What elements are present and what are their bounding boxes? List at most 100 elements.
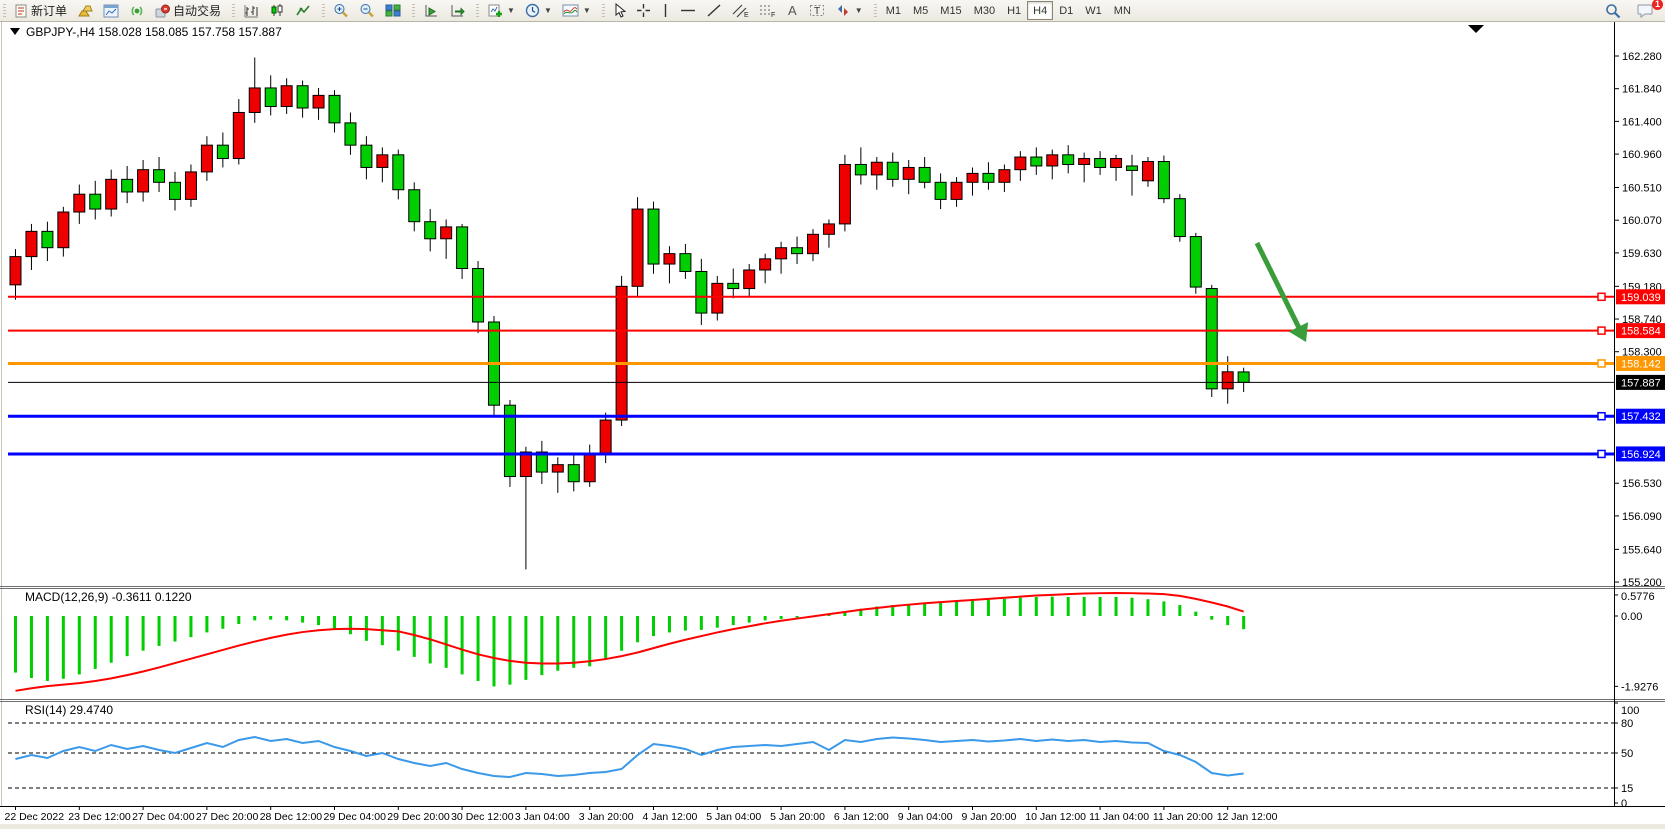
svg-text:158.740: 158.740	[1622, 314, 1662, 326]
time-axis[interactable]: 22 Dec 2022 23 Dec 12:00 27 Dec 04:00 27 De…	[5, 806, 1278, 823]
tile-windows-icon	[385, 4, 401, 17]
chart-window-icon	[103, 4, 119, 17]
chart-shift-button[interactable]	[444, 0, 470, 21]
cursor-icon	[615, 3, 626, 18]
new-chart-button[interactable]: ▼	[482, 0, 520, 21]
line-chart-button[interactable]	[290, 0, 316, 21]
svg-text:11 Jan 04:00: 11 Jan 04:00	[1089, 811, 1149, 823]
svg-text:T: T	[814, 6, 820, 17]
autotrading-button[interactable]: 自动交易	[150, 0, 226, 21]
svg-text:11 Jan 20:00: 11 Jan 20:00	[1153, 811, 1213, 823]
timeframe-h4[interactable]: H4	[1027, 1, 1054, 20]
fibonacci-tool-button[interactable]: F	[754, 0, 781, 21]
arrows-icon	[837, 5, 848, 16]
svg-text:15: 15	[1621, 783, 1633, 795]
symbol-dropdown-icon[interactable]	[10, 28, 20, 35]
svg-text:3 Jan 20:00: 3 Jan 20:00	[579, 811, 634, 823]
label-tool-button[interactable]: T	[804, 0, 830, 21]
crosshair-tool-button[interactable]	[631, 0, 656, 21]
svg-text:50: 50	[1621, 748, 1633, 760]
gold-bars-icon	[78, 5, 93, 16]
autotrading-label: 自动交易	[173, 4, 222, 18]
horizontal-lines[interactable]	[8, 292, 1614, 459]
chat-bubble-icon	[1637, 4, 1653, 18]
svg-text:159.630: 159.630	[1622, 248, 1662, 260]
timeframe-d1[interactable]: D1	[1059, 4, 1074, 17]
timeframe-m1[interactable]: M1	[885, 4, 901, 17]
channel-tool-button[interactable]: E	[727, 0, 754, 21]
zoom-out-icon	[360, 4, 374, 18]
hline-tool-button[interactable]	[675, 0, 701, 21]
search-button[interactable]	[1600, 0, 1626, 21]
svg-text:29 Dec 04:00: 29 Dec 04:00	[324, 811, 387, 823]
svg-text:156.530: 156.530	[1622, 478, 1662, 490]
timeframe-m30[interactable]: M30	[973, 4, 996, 17]
auto-scroll-icon	[425, 5, 438, 17]
bars-chart-button[interactable]	[238, 0, 264, 21]
macd-indicator[interactable]: 0.5776 0.00 -1.9276 MACD(12,26,9) -0.3611 0…	[14, 590, 1658, 693]
svg-text:160.070: 160.070	[1622, 215, 1662, 227]
svg-text:156.924: 156.924	[1621, 449, 1661, 461]
timeframe-w1[interactable]: W1	[1085, 4, 1102, 17]
svg-text:155.200: 155.200	[1622, 577, 1662, 589]
svg-text:80: 80	[1621, 718, 1633, 730]
svg-text:100: 100	[1621, 705, 1639, 717]
svg-text:162.280: 162.280	[1622, 51, 1662, 63]
svg-text:157.887: 157.887	[1621, 377, 1661, 389]
svg-text:158.142: 158.142	[1621, 358, 1661, 370]
svg-text:160.510: 160.510	[1622, 183, 1662, 195]
new-order-icon	[15, 4, 27, 17]
deposit-button[interactable]	[72, 0, 98, 21]
notification-badge: 1	[1652, 0, 1663, 10]
templates-caret: ▼	[582, 6, 591, 15]
svg-text:E: E	[744, 12, 749, 18]
arrows-caret: ▼	[854, 6, 863, 15]
arrows-tool-button[interactable]: ▼	[830, 0, 868, 21]
svg-text:10 Jan 12:00: 10 Jan 12:00	[1025, 811, 1086, 823]
candlestick-chart-icon	[271, 4, 283, 16]
timeframe-m5[interactable]: M5	[913, 4, 929, 17]
search-icon	[1606, 3, 1621, 18]
trendline-icon	[707, 4, 721, 17]
svg-text:157.432: 157.432	[1621, 411, 1661, 423]
timeframe-m15[interactable]: M15	[940, 4, 962, 17]
svg-text:30 Dec 12:00: 30 Dec 12:00	[451, 811, 514, 823]
autotrading-icon	[155, 4, 171, 17]
text-tool-button[interactable]: A	[781, 0, 804, 21]
fibonacci-icon: F	[759, 5, 775, 18]
price-axis: 162.280 161.840 161.400 160.960 160.510 160.0…	[1614, 51, 1665, 589]
trendline-tool-button[interactable]	[701, 0, 727, 21]
chart-profile-button[interactable]	[98, 0, 124, 21]
notifications-button[interactable]: 1	[1632, 0, 1663, 21]
bar-chart-icon	[244, 5, 259, 18]
vline-tool-button[interactable]	[656, 0, 675, 21]
periods-button[interactable]: ▼	[520, 0, 557, 21]
svg-text:12 Jan 12:00: 12 Jan 12:00	[1217, 811, 1278, 823]
zoom-in-button[interactable]	[328, 0, 354, 21]
svg-text:159.039: 159.039	[1621, 292, 1661, 304]
template-icon	[562, 4, 579, 17]
cursor-tool-button[interactable]	[608, 0, 631, 21]
timeframe-mn[interactable]: MN	[1113, 4, 1131, 17]
signals-button[interactable]	[124, 0, 150, 21]
svg-text:27 Dec 20:00: 27 Dec 20:00	[196, 811, 259, 823]
new-order-button[interactable]: 新订单	[9, 0, 72, 21]
timeframe-h1[interactable]: H1	[1007, 4, 1022, 17]
candles-chart-button[interactable]	[264, 0, 290, 21]
svg-text:0.5776: 0.5776	[1621, 591, 1655, 603]
scroll-to-end-marker[interactable]	[1468, 25, 1484, 33]
tile-windows-button[interactable]	[380, 0, 406, 21]
signals-icon	[131, 5, 143, 16]
text-icon: A	[788, 3, 797, 18]
down-arrow-annotation[interactable]	[1254, 241, 1309, 342]
templates-button[interactable]: ▼	[557, 0, 596, 21]
auto-scroll-button[interactable]	[418, 0, 444, 21]
svg-text:29 Dec 20:00: 29 Dec 20:00	[387, 811, 450, 823]
zoom-out-button[interactable]	[354, 0, 380, 21]
rsi-label: RSI(14) 29.4740	[25, 703, 113, 717]
periods-caret: ▼	[543, 6, 552, 15]
svg-text:156.090: 156.090	[1622, 511, 1662, 523]
